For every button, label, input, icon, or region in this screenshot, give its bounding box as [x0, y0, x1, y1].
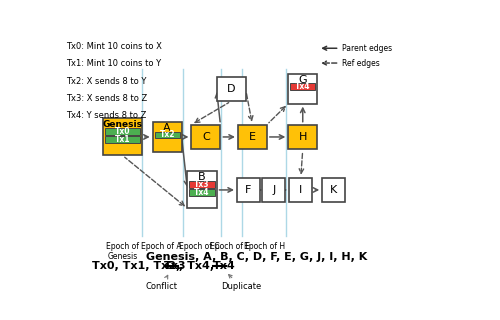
Text: Epoch of E: Epoch of E — [210, 242, 250, 251]
Text: Tx4: Tx4 — [194, 188, 210, 197]
Text: Tx4: Tx4 — [212, 261, 236, 271]
Bar — [238, 124, 267, 149]
Text: Tx4: Tx4 — [295, 83, 310, 92]
Text: Epoch of A: Epoch of A — [141, 242, 182, 251]
Bar — [262, 178, 285, 202]
Text: Tx0: Mint 10 coins to X: Tx0: Mint 10 coins to X — [66, 42, 162, 51]
Text: Tx4: Y sends 8 to Z: Tx4: Y sends 8 to Z — [66, 111, 147, 120]
Text: Epoch of
Genesis: Epoch of Genesis — [106, 242, 139, 261]
Text: A: A — [164, 123, 171, 133]
Text: Tx0, Tx1, Tx2,: Tx0, Tx1, Tx2, — [92, 261, 184, 271]
Text: J: J — [272, 185, 276, 195]
Text: Tx1: Mint 10 coins to Y: Tx1: Mint 10 coins to Y — [66, 59, 162, 68]
Text: Tx2: Tx2 — [160, 131, 175, 140]
Bar — [290, 84, 316, 90]
Bar — [190, 189, 214, 196]
Text: E: E — [249, 132, 256, 142]
Bar — [322, 178, 345, 202]
Bar — [288, 124, 318, 149]
Text: Tx3: X sends 8 to Z: Tx3: X sends 8 to Z — [66, 94, 148, 103]
Text: Genesis, A, B, C, D, F, E, G, J, I, H, K: Genesis, A, B, C, D, F, E, G, J, I, H, K — [146, 252, 367, 261]
Text: Tx3: Tx3 — [194, 180, 210, 189]
Bar — [188, 172, 216, 208]
Text: , Tx4,: , Tx4, — [179, 261, 218, 271]
Text: Epoch of C: Epoch of C — [180, 242, 220, 251]
Text: Conflict: Conflict — [146, 275, 178, 291]
Text: Epoch of H: Epoch of H — [244, 242, 286, 251]
Bar — [288, 74, 318, 104]
Text: K: K — [330, 185, 338, 195]
Text: Duplicate: Duplicate — [221, 275, 262, 291]
Bar — [190, 181, 214, 188]
Bar — [192, 124, 220, 149]
Text: F: F — [246, 185, 252, 195]
Bar — [289, 178, 312, 202]
Text: B: B — [198, 172, 206, 182]
Text: H: H — [298, 132, 307, 142]
Bar — [154, 132, 180, 139]
Text: C: C — [202, 132, 210, 142]
Bar — [103, 118, 142, 156]
Text: Parent edges: Parent edges — [342, 44, 392, 53]
Text: I: I — [299, 185, 302, 195]
Text: Tx0: Tx0 — [115, 127, 130, 136]
Bar — [237, 178, 260, 202]
Bar — [216, 76, 246, 101]
Text: Tx1: Tx1 — [115, 135, 130, 144]
Text: Tx3: Tx3 — [164, 261, 186, 271]
Text: Tx2: X sends 8 to Y: Tx2: X sends 8 to Y — [66, 76, 147, 85]
Text: Ref edges: Ref edges — [342, 59, 380, 68]
Bar — [105, 136, 140, 143]
Bar — [105, 128, 140, 135]
Bar — [152, 122, 182, 152]
Text: Genesis: Genesis — [102, 120, 142, 129]
Text: G: G — [298, 75, 307, 85]
Text: D: D — [227, 84, 235, 94]
